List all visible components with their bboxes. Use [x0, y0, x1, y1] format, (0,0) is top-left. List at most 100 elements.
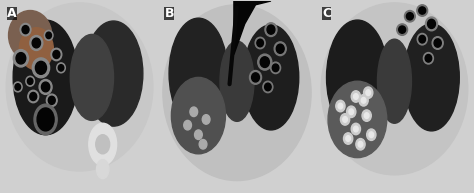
- Circle shape: [351, 123, 361, 135]
- Ellipse shape: [327, 20, 388, 135]
- Ellipse shape: [15, 84, 20, 90]
- Ellipse shape: [276, 44, 284, 53]
- Circle shape: [362, 110, 371, 121]
- Ellipse shape: [272, 64, 279, 72]
- Circle shape: [367, 129, 376, 141]
- Ellipse shape: [263, 81, 273, 93]
- Circle shape: [346, 106, 356, 118]
- Polygon shape: [234, 1, 271, 54]
- Ellipse shape: [220, 41, 254, 121]
- Circle shape: [365, 113, 369, 119]
- Ellipse shape: [172, 77, 226, 154]
- Ellipse shape: [417, 33, 427, 45]
- Ellipse shape: [89, 123, 117, 165]
- Ellipse shape: [406, 13, 413, 20]
- Ellipse shape: [36, 61, 46, 74]
- Circle shape: [340, 114, 350, 125]
- Text: A: A: [7, 7, 17, 20]
- Ellipse shape: [32, 58, 50, 78]
- Circle shape: [354, 126, 358, 132]
- Ellipse shape: [163, 5, 311, 181]
- Ellipse shape: [20, 23, 31, 36]
- Ellipse shape: [399, 26, 406, 33]
- Circle shape: [361, 97, 366, 103]
- Ellipse shape: [434, 39, 441, 47]
- Circle shape: [190, 107, 198, 117]
- Ellipse shape: [84, 21, 143, 126]
- Ellipse shape: [169, 18, 228, 129]
- Ellipse shape: [32, 38, 40, 48]
- Ellipse shape: [258, 54, 272, 70]
- Circle shape: [366, 90, 371, 96]
- Ellipse shape: [19, 28, 53, 70]
- Ellipse shape: [404, 24, 459, 131]
- Circle shape: [346, 136, 350, 141]
- Circle shape: [344, 133, 353, 144]
- Ellipse shape: [39, 80, 52, 94]
- Ellipse shape: [28, 90, 39, 103]
- Text: C: C: [322, 7, 331, 20]
- Ellipse shape: [257, 39, 264, 47]
- Ellipse shape: [260, 57, 269, 68]
- Ellipse shape: [45, 30, 53, 40]
- Ellipse shape: [255, 37, 265, 49]
- Ellipse shape: [16, 53, 26, 64]
- Ellipse shape: [9, 11, 52, 60]
- Ellipse shape: [51, 48, 62, 61]
- Ellipse shape: [46, 32, 52, 39]
- Circle shape: [351, 91, 361, 102]
- Ellipse shape: [243, 25, 299, 130]
- Ellipse shape: [37, 108, 54, 131]
- Circle shape: [356, 139, 365, 150]
- Ellipse shape: [53, 50, 60, 58]
- Ellipse shape: [321, 3, 468, 175]
- Ellipse shape: [41, 82, 50, 92]
- Ellipse shape: [423, 52, 433, 64]
- Ellipse shape: [328, 81, 387, 158]
- Ellipse shape: [26, 76, 35, 86]
- Text: B: B: [164, 7, 174, 20]
- Ellipse shape: [252, 73, 259, 82]
- Ellipse shape: [404, 10, 415, 22]
- Ellipse shape: [27, 78, 33, 85]
- Ellipse shape: [13, 82, 22, 92]
- Circle shape: [199, 140, 207, 149]
- Ellipse shape: [267, 25, 275, 34]
- Ellipse shape: [13, 20, 78, 135]
- Circle shape: [202, 115, 210, 124]
- Circle shape: [369, 132, 374, 138]
- Ellipse shape: [249, 70, 262, 84]
- Ellipse shape: [97, 160, 109, 179]
- Ellipse shape: [274, 42, 286, 56]
- Ellipse shape: [419, 35, 426, 43]
- Ellipse shape: [30, 92, 36, 101]
- Ellipse shape: [96, 135, 109, 154]
- Circle shape: [364, 87, 373, 98]
- Circle shape: [349, 109, 354, 115]
- Ellipse shape: [265, 23, 277, 36]
- Circle shape: [358, 141, 363, 147]
- Ellipse shape: [271, 62, 281, 74]
- Circle shape: [359, 95, 368, 106]
- Ellipse shape: [46, 94, 57, 107]
- Ellipse shape: [419, 7, 426, 14]
- Ellipse shape: [30, 36, 43, 50]
- Ellipse shape: [22, 25, 29, 34]
- Ellipse shape: [13, 50, 28, 67]
- Ellipse shape: [34, 104, 57, 135]
- Ellipse shape: [417, 5, 428, 16]
- Ellipse shape: [57, 63, 65, 73]
- FancyArrowPatch shape: [229, 8, 237, 84]
- Ellipse shape: [432, 37, 443, 49]
- Circle shape: [194, 130, 202, 140]
- Ellipse shape: [428, 19, 436, 29]
- Ellipse shape: [6, 3, 153, 171]
- Ellipse shape: [58, 65, 64, 71]
- Circle shape: [338, 103, 343, 109]
- Ellipse shape: [426, 17, 438, 31]
- Ellipse shape: [48, 96, 55, 104]
- Ellipse shape: [264, 83, 271, 91]
- Circle shape: [184, 120, 191, 130]
- Ellipse shape: [397, 24, 408, 35]
- Circle shape: [336, 100, 345, 112]
